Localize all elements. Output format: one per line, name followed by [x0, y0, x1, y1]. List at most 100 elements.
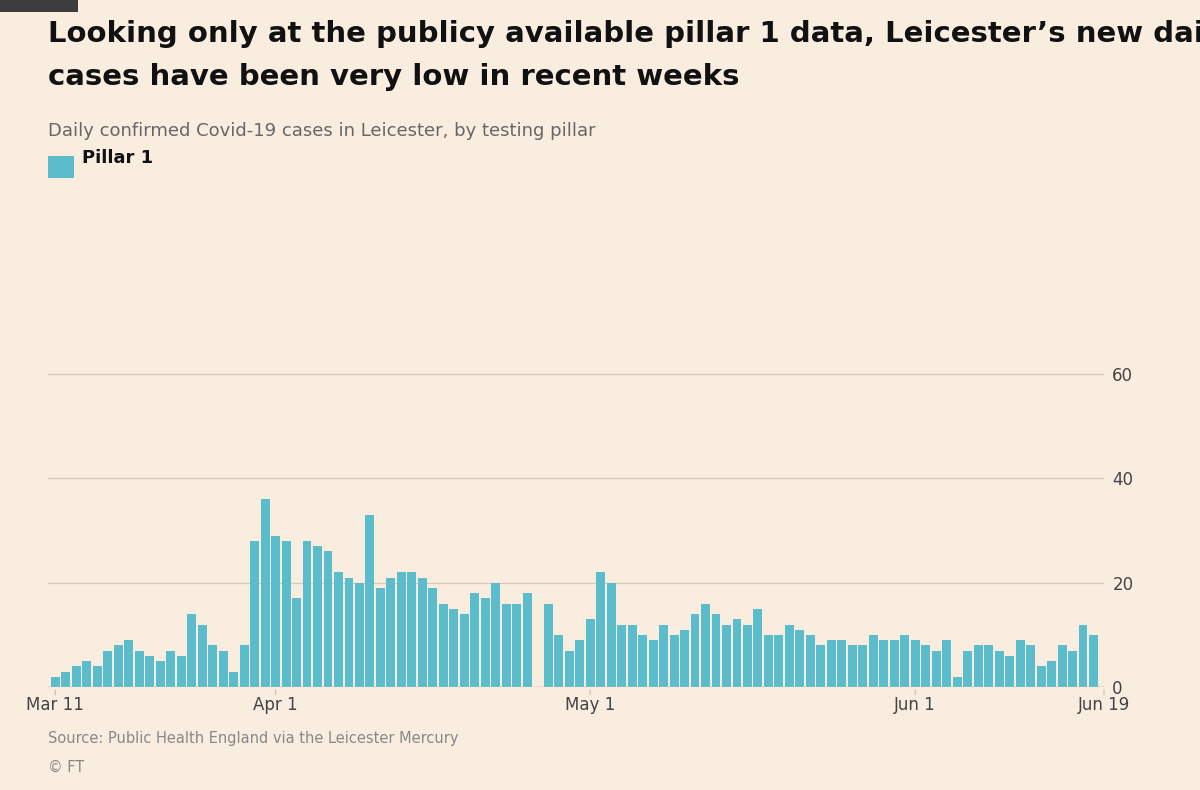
Bar — [628, 625, 636, 687]
Bar — [386, 577, 395, 687]
Bar — [973, 645, 983, 687]
Bar — [198, 625, 206, 687]
Bar — [680, 630, 689, 687]
Bar — [313, 546, 322, 687]
Bar — [114, 645, 122, 687]
Bar — [554, 635, 563, 687]
Text: cases have been very low in recent weeks: cases have been very low in recent weeks — [48, 63, 739, 91]
Bar — [250, 541, 259, 687]
Bar — [61, 672, 71, 687]
Bar — [134, 651, 144, 687]
Bar — [418, 577, 427, 687]
Bar — [754, 609, 762, 687]
Bar — [1006, 656, 1014, 687]
Bar — [995, 651, 1003, 687]
Bar — [229, 672, 238, 687]
Text: © FT: © FT — [48, 760, 84, 775]
Bar — [670, 635, 678, 687]
Bar — [271, 536, 280, 687]
Bar — [260, 499, 270, 687]
Bar — [167, 651, 175, 687]
Bar — [491, 583, 500, 687]
Text: Daily confirmed Covid-19 cases in Leicester, by testing pillar: Daily confirmed Covid-19 cases in Leices… — [48, 122, 595, 141]
Bar — [827, 640, 836, 687]
Bar — [428, 588, 437, 687]
Bar — [523, 593, 532, 687]
Bar — [869, 635, 877, 687]
Bar — [1057, 645, 1067, 687]
Bar — [596, 572, 605, 687]
Bar — [712, 614, 720, 687]
Bar — [649, 640, 658, 687]
Bar — [397, 572, 406, 687]
Bar — [1015, 640, 1025, 687]
Bar — [1048, 661, 1056, 687]
Bar — [103, 651, 113, 687]
Bar — [690, 614, 700, 687]
Bar — [1026, 645, 1036, 687]
Bar — [774, 635, 784, 687]
Text: Pillar 1: Pillar 1 — [82, 149, 152, 167]
Bar — [942, 640, 952, 687]
Bar — [208, 645, 217, 687]
Bar — [366, 515, 374, 687]
Bar — [1079, 625, 1087, 687]
Bar — [176, 656, 186, 687]
Bar — [1068, 651, 1076, 687]
Bar — [83, 661, 91, 687]
Bar — [502, 604, 511, 687]
Bar — [125, 640, 133, 687]
Bar — [544, 604, 553, 687]
Bar — [911, 640, 919, 687]
Bar — [218, 651, 228, 687]
Bar — [302, 541, 312, 687]
Bar — [732, 619, 742, 687]
Bar — [607, 583, 616, 687]
Bar — [376, 588, 385, 687]
Bar — [701, 604, 710, 687]
Bar — [880, 640, 888, 687]
Bar — [659, 625, 668, 687]
Bar — [565, 651, 574, 687]
Bar — [355, 583, 364, 687]
Bar — [984, 645, 994, 687]
Bar — [282, 541, 290, 687]
Bar — [796, 630, 804, 687]
Bar — [460, 614, 469, 687]
Bar — [931, 651, 941, 687]
Bar — [449, 609, 458, 687]
Bar — [1090, 635, 1098, 687]
Bar — [638, 635, 647, 687]
Text: Looking only at the publicy available pillar 1 data, Leicester’s new daily: Looking only at the publicy available pi… — [48, 20, 1200, 47]
Bar — [922, 645, 930, 687]
Bar — [785, 625, 794, 687]
Bar — [838, 640, 846, 687]
Bar — [890, 640, 899, 687]
Bar — [964, 651, 972, 687]
Bar — [575, 640, 584, 687]
Bar — [764, 635, 773, 687]
Bar — [481, 599, 490, 687]
Bar — [156, 661, 164, 687]
Bar — [512, 604, 521, 687]
Bar — [50, 677, 60, 687]
Bar — [145, 656, 154, 687]
Bar — [187, 614, 196, 687]
Bar — [953, 677, 961, 687]
Bar — [324, 551, 332, 687]
Bar — [743, 625, 752, 687]
Bar — [586, 619, 595, 687]
Bar — [72, 667, 80, 687]
Bar — [848, 645, 857, 687]
Bar — [617, 625, 626, 687]
Bar — [92, 667, 102, 687]
Bar — [816, 645, 826, 687]
Bar — [900, 635, 910, 687]
Bar — [334, 572, 343, 687]
Bar — [722, 625, 731, 687]
Bar — [344, 577, 354, 687]
Bar — [240, 645, 248, 687]
Bar — [1037, 667, 1045, 687]
Bar — [292, 599, 301, 687]
Bar — [439, 604, 448, 687]
